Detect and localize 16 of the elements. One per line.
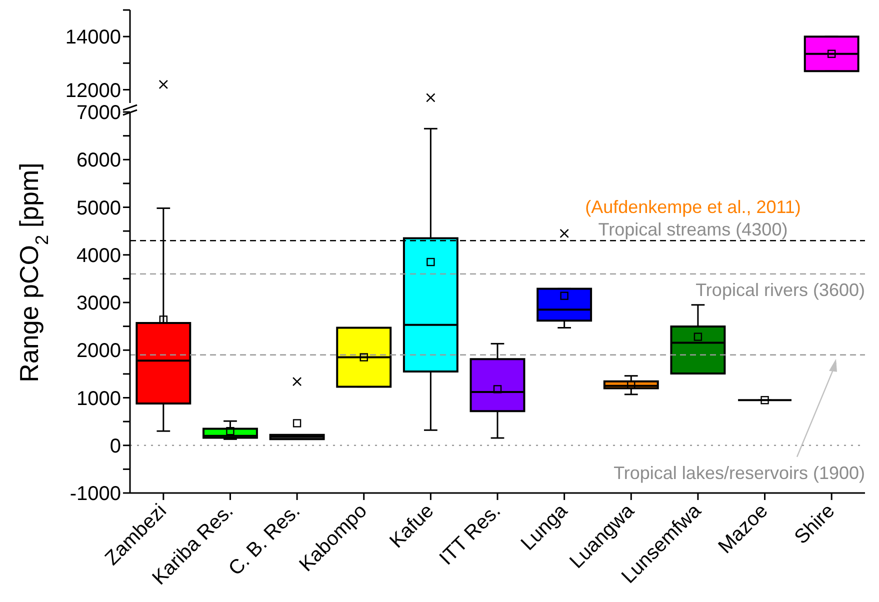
y-tick-label: 7000 [76, 102, 121, 124]
ref-line-label: Tropical rivers (3600) [696, 280, 865, 300]
y-tick-label: 12000 [65, 80, 121, 102]
y-tick-label: 6000 [76, 150, 121, 172]
annotation: (Aufdenkempe et al., 2011) [584, 197, 802, 218]
ref-line-label: Tropical streams (4300) [598, 220, 788, 240]
y-tick-label: 4000 [76, 244, 121, 267]
y-tick-label: 5000 [76, 197, 121, 220]
y-tick-label: -1000 [70, 483, 121, 506]
x-tick-label: ITT Res. [436, 500, 506, 570]
y-tick-label: 3000 [76, 292, 121, 315]
y-tick-label: 2000 [76, 340, 121, 362]
y-tick-label: 1000 [76, 388, 121, 410]
ref-line-label: Tropical lakes/reservoirs (1900) [614, 462, 865, 483]
y-tick-label: 14000 [65, 26, 121, 49]
y-tick-label: 0 [110, 435, 121, 458]
